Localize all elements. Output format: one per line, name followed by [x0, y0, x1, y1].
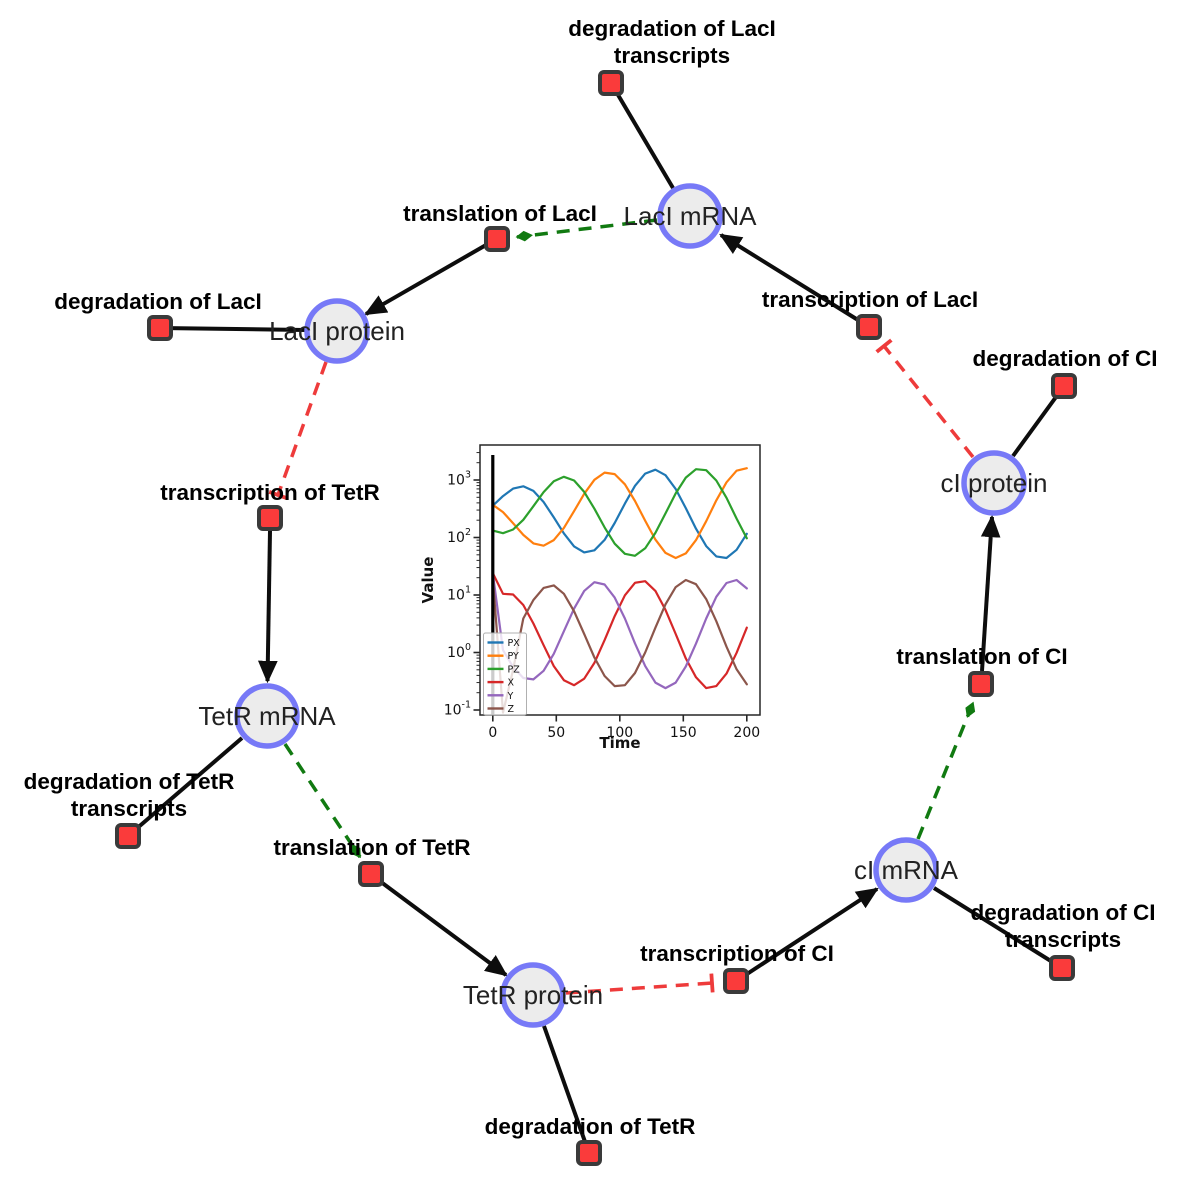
reaction-node-degradation-laci-transcripts[interactable] — [598, 70, 624, 96]
legend-label-X: X — [508, 678, 515, 689]
chart-legend[interactable]: PX PY PZ XYZ — [483, 632, 527, 716]
reaction-label: translation of CI — [896, 644, 1067, 669]
x-axis-title: Time — [599, 734, 640, 752]
y-tick-label: 102 — [447, 527, 471, 546]
species-label: LacI protein — [269, 316, 405, 346]
edge-reactant-lacimrna-degradation — [609, 81, 675, 190]
edge-reactant-tetrprotein-degradation — [542, 1025, 591, 1154]
species-label: TetR mRNA — [198, 701, 336, 731]
series-line-PZ — [491, 468, 748, 557]
reaction-node-transcription-ci[interactable] — [723, 968, 749, 994]
species-label: LacI mRNA — [624, 201, 758, 231]
edge-inhibition-laciprotein-transcriptiontetr — [268, 361, 328, 500]
edge-reactant-tetrmrna-degradation — [126, 736, 244, 838]
edge-product-transcription-lacimrna — [719, 233, 860, 322]
reaction-label: degradation of CI — [973, 346, 1158, 371]
reaction-node-transcription-laci[interactable] — [856, 314, 882, 340]
reaction-node-degradation-tetr-transcripts[interactable] — [115, 823, 141, 849]
edge-reactant-laciprotein-degradation — [159, 326, 306, 332]
species-node-laci-mrna[interactable] — [657, 183, 723, 249]
species-label: cI mRNA — [854, 855, 959, 885]
legend-label-PZ: PZ — [508, 664, 521, 675]
reaction-label: degradation of LacI — [54, 289, 262, 314]
species-node-tetr-mrna[interactable] — [234, 683, 300, 749]
x-tick-label: 150 — [670, 725, 697, 741]
series-line-Z — [491, 576, 748, 714]
edge-product-translation-tetrprotein — [379, 880, 508, 977]
x-tick-label: 0 — [488, 725, 497, 741]
reaction-label: transcripts — [1005, 927, 1121, 952]
species-label: cI protein — [941, 468, 1048, 498]
edge-modifier-cimrna-translation — [916, 701, 976, 840]
reaction-label: transcripts — [71, 796, 187, 821]
reaction-nodes — [115, 70, 1077, 1166]
reaction-label: transcripts — [614, 43, 730, 68]
species-labels: LacI mRNA LacI protein TetR mRNA TetR pr… — [198, 201, 1047, 1010]
edge-modifier-tetrmrna-translation — [283, 743, 362, 859]
reaction-node-transcription-tetr[interactable] — [257, 505, 283, 531]
legend-label-Y: Y — [507, 691, 514, 702]
reaction-label: degradation of CI — [971, 900, 1156, 925]
y-tick-label: 100 — [447, 642, 471, 661]
edge-inhibition-ciprotein-transcriptionlaci — [875, 338, 975, 459]
edge-product-translation-laciprotein — [364, 243, 487, 316]
y-axis-title: Value — [419, 557, 437, 604]
reaction-label: transcription of LacI — [762, 287, 978, 312]
reaction-node-degradation-laci[interactable] — [147, 315, 173, 341]
network-edges — [126, 81, 1066, 1154]
legend-label-PX: PX — [508, 638, 521, 649]
edge-modifier-lacimrna-translation — [515, 218, 658, 242]
y-tick-label: 103 — [447, 470, 471, 489]
species-node-laci-protein[interactable] — [304, 298, 370, 364]
reaction-labels: degradation of LacI transcripts translat… — [24, 16, 1158, 1139]
species-node-tetr-protein[interactable] — [500, 962, 566, 1028]
edge-inhibition-tetrprotein-transcriptionci — [565, 973, 715, 995]
reaction-label: degradation of TetR — [24, 769, 235, 794]
reaction-node-degradation-ci[interactable] — [1051, 373, 1077, 399]
inset-chart: PX PY PZ XYZ 0 50 100 150 200 10-1 100 101 102 103 T… — [419, 444, 761, 752]
y-tick-label: 10-1 — [444, 700, 471, 719]
species-node-ci-mrna[interactable] — [873, 837, 939, 903]
reaction-label: translation of TetR — [273, 835, 470, 860]
legend-box — [483, 632, 527, 716]
series-line-Y — [491, 571, 748, 690]
edge-product-transcription-tetrmrna — [257, 530, 278, 684]
edge-product-transcription-cimrna — [745, 887, 879, 976]
reaction-label: transcription of CI — [640, 941, 834, 966]
edge-product-translation-ciprotein — [980, 514, 1001, 672]
legend-label-PY: PY — [508, 651, 520, 662]
x-tick-label: 100 — [606, 725, 633, 741]
species-nodes — [234, 183, 1027, 1028]
reaction-node-translation-tetr[interactable] — [358, 861, 384, 887]
species-label: TetR protein — [463, 980, 603, 1010]
x-tick-label: 200 — [733, 725, 760, 741]
x-tick-label: 50 — [547, 725, 565, 741]
reaction-node-degradation-tetr[interactable] — [576, 1140, 602, 1166]
reaction-node-translation-ci[interactable] — [968, 671, 994, 697]
reaction-label: degradation of LacI — [568, 16, 776, 41]
species-node-ci-protein[interactable] — [961, 450, 1027, 516]
legend-label-Z: Z — [508, 704, 515, 715]
chart-series — [491, 467, 748, 714]
reaction-node-degradation-ci-transcripts[interactable] — [1049, 955, 1075, 981]
series-line-PY — [491, 467, 748, 560]
y-tick-label: 101 — [447, 585, 471, 604]
reaction-label: degradation of TetR — [485, 1114, 696, 1139]
plot-border — [479, 444, 761, 716]
reaction-label: transcription of TetR — [160, 480, 380, 505]
series-line-PX — [491, 468, 748, 560]
reaction-node-translation-laci[interactable] — [484, 226, 510, 252]
edge-reactant-cimrna-degradation — [932, 886, 1064, 970]
reaction-label: translation of LacI — [403, 201, 597, 226]
